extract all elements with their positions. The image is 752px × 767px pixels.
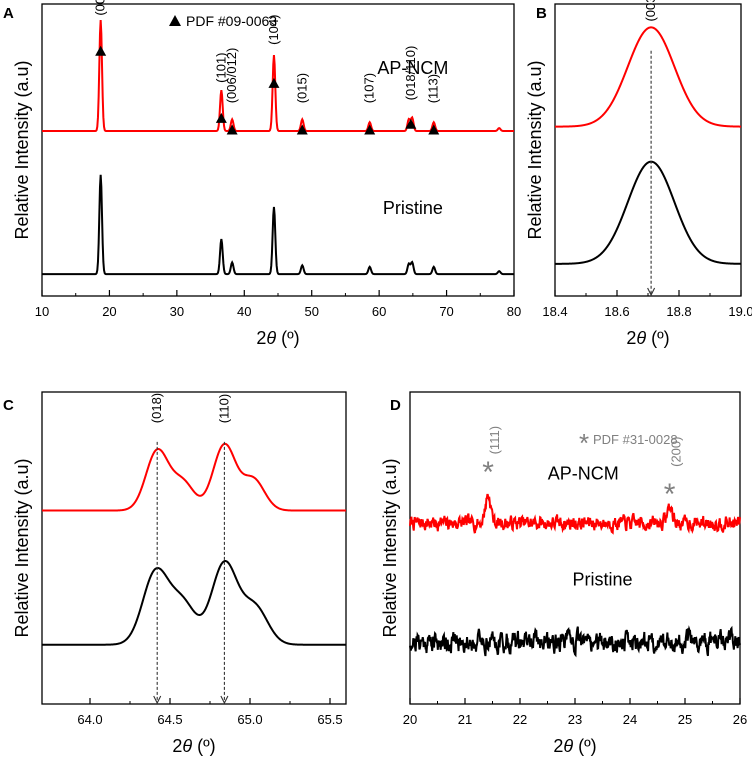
series-line-ap-ncm (42, 20, 514, 133)
legend-marker: * (579, 428, 589, 458)
y-axis-label: Relative Intensity (a.u) (12, 458, 32, 637)
series-line-pristine (42, 560, 346, 646)
panel-label: D (390, 397, 401, 414)
y-axis-label: Relative Intensity (a.u) (12, 60, 32, 239)
peak-annotation: (003) (643, 0, 658, 22)
peak-annotation: (018) (149, 393, 164, 423)
plot-frame (41, 391, 347, 705)
x-tick-label: 18.8 (666, 304, 691, 319)
legend-label: PDF #09-0063 (186, 13, 277, 29)
peak-annotation: (107) (362, 73, 377, 103)
series-label: Pristine (572, 569, 632, 589)
x-axis-label: 2θ (º) (172, 736, 215, 756)
x-tick-label: 10 (35, 304, 49, 319)
x-tick-label: 64.5 (157, 712, 182, 727)
plot-frame (409, 391, 741, 705)
x-axis-label: 2θ (º) (553, 736, 596, 756)
x-tick-label: 70 (439, 304, 453, 319)
panel-label: C (3, 397, 14, 414)
panel-label: B (536, 5, 547, 22)
x-tick-label: 18.6 (604, 304, 629, 319)
x-tick-label: 80 (507, 304, 521, 319)
panel-label: A (3, 5, 14, 22)
x-tick-label: 20 (102, 304, 116, 319)
reference-peak-marker (268, 77, 280, 88)
x-tick-label: 20 (403, 712, 417, 727)
series-line-pristine (555, 160, 741, 265)
x-tick-label: 30 (170, 304, 184, 319)
series-line-pristine (42, 174, 514, 276)
y-axis-label: Relative Intensity (a.u) (380, 458, 400, 637)
series-label: AP-NCM (548, 463, 619, 483)
series-line-pristine (409, 625, 741, 658)
panel-c: C 64.0 64.5 65.0 65.5 2θ (º) Relative Intensit… (3, 391, 347, 756)
plot-frame (41, 3, 515, 297)
x-tick-label: 50 (304, 304, 318, 319)
impurity-peak-marker: * (664, 478, 676, 511)
peak-annotation: (110) (216, 394, 231, 423)
x-tick-label: 26 (733, 712, 747, 727)
x-tick-label: 22 (513, 712, 527, 727)
peak-annotation: (003) (93, 0, 108, 16)
peak-annotation: (104) (266, 15, 281, 45)
reference-peak-marker (215, 112, 227, 123)
peak-annotation: (101) (213, 52, 228, 82)
peak-annotation: (111) (487, 426, 502, 454)
series-line-ap-ncm (42, 442, 346, 512)
x-tick-label: 21 (458, 712, 472, 727)
x-tick-label: 24 (623, 712, 637, 727)
x-tick-label: 18.4 (542, 304, 567, 319)
peak-annotation: (015) (294, 73, 309, 103)
x-axis-label: 2θ (º) (626, 328, 669, 348)
series-label: Pristine (383, 198, 443, 218)
series-label: AP-NCM (377, 58, 448, 78)
panel-a: A 10 20 30 40 50 60 70 80 2θ (º) Relative Intensit… (3, 0, 521, 348)
y-axis-label: Relative Intensity (a.u) (525, 60, 545, 239)
reference-peak-marker (405, 118, 417, 129)
peak-guide-arrow (153, 695, 162, 705)
x-axis-label: 2θ (º) (256, 328, 299, 348)
peak-guide-arrow (647, 287, 656, 297)
legend-marker (169, 15, 181, 26)
x-tick-label: 25 (678, 712, 692, 727)
reference-peak-marker (226, 124, 238, 135)
series-line-ap-ncm (409, 493, 741, 535)
peak-annotation: (018/110) (403, 46, 418, 101)
legend-label: PDF #31-0028 (593, 432, 678, 447)
series-line-ap-ncm (555, 26, 741, 128)
reference-peak-marker (95, 45, 107, 56)
x-tick-label: 65.0 (237, 712, 262, 727)
impurity-peak-marker: * (482, 456, 494, 489)
plot-frame (554, 3, 742, 297)
peak-guide-arrow (220, 695, 229, 705)
x-tick-label: 64.0 (77, 712, 102, 727)
panel-d: D 20 21 22 23 24 25 26 2θ (º) Relative Intensity … (380, 391, 747, 756)
peak-annotation: (006/012) (224, 48, 239, 104)
reference-peak-marker (296, 124, 308, 135)
x-tick-label: 60 (372, 304, 386, 319)
x-tick-label: 40 (237, 304, 251, 319)
peak-annotation: (200) (669, 437, 684, 467)
x-tick-label: 65.5 (317, 712, 342, 727)
x-tick-label: 19.0 (728, 304, 752, 319)
reference-peak-marker (364, 124, 376, 135)
x-tick-label: 23 (568, 712, 582, 727)
reference-peak-marker (428, 124, 440, 135)
peak-annotation: (113) (426, 74, 441, 103)
panel-b: B 18.4 18.6 18.8 19.0 2θ (º) Relative Intensit… (525, 0, 752, 348)
